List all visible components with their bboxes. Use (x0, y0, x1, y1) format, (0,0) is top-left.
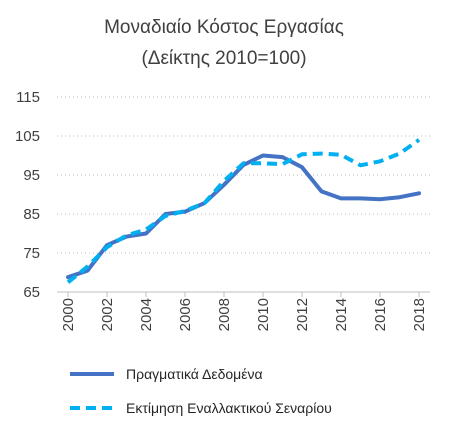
x-tick-label: 2004 (138, 298, 155, 331)
x-tick-label: 2002 (99, 298, 116, 331)
x-tick-label: 2012 (294, 298, 311, 331)
x-axis-ticks: 2000 2002 2004 2006 2008 2010 2012 2014 2016 2018 (60, 292, 428, 331)
series-line-2 (66, 138, 421, 284)
chart-title-line2: (Δείκτης 2010=100) (141, 48, 306, 69)
y-tick-label: 65 (23, 284, 40, 301)
x-tick-label: 2016 (372, 298, 389, 331)
series-lines (66, 138, 421, 284)
gridlines (57, 96, 430, 293)
legend-label-2: Εκτίμηση Εναλλακτικού Σεναρίου (126, 400, 332, 416)
x-tick-label: 2010 (255, 298, 272, 331)
y-tick-label: 115 (16, 89, 40, 106)
chart-title-line1: Μοναδιαίο Κόστος Εργασίας (104, 17, 344, 38)
y-tick-label: 85 (23, 206, 40, 223)
x-tick-label: 2008 (216, 298, 233, 331)
x-tick-label: 2006 (177, 298, 194, 331)
legend: Πραγματικά Δεδομένα Εκτίμηση Εναλλακτικού… (70, 366, 332, 416)
y-axis-ticks: 65 75 85 95 105 115 (15, 89, 40, 301)
legend-label-1: Πραγματικά Δεδομένα (126, 366, 263, 382)
x-tick-label: 2000 (60, 298, 77, 331)
y-tick-label: 95 (23, 167, 40, 184)
x-tick-label: 2018 (411, 298, 428, 331)
series-line-1 (66, 153, 421, 280)
y-tick-label: 75 (23, 245, 40, 262)
y-tick-label: 105 (15, 128, 40, 145)
x-tick-label: 2014 (333, 298, 350, 331)
